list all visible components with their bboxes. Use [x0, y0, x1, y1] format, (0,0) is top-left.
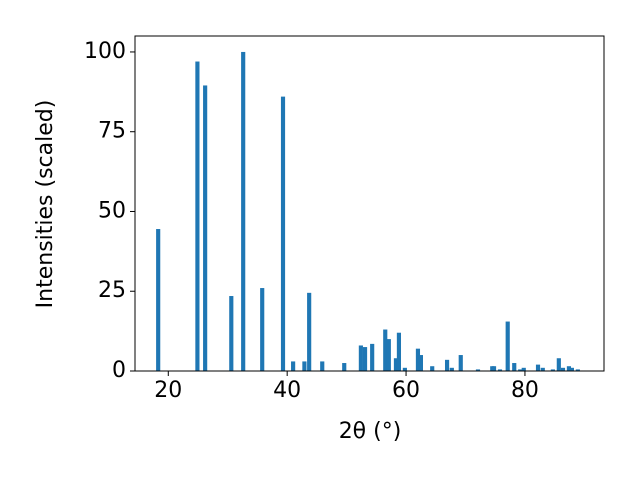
x-tick-label: 20: [154, 378, 182, 403]
bar: [307, 292, 312, 371]
bar: [518, 369, 523, 371]
bar: [550, 369, 555, 371]
bar: [444, 359, 450, 371]
bar: [475, 369, 481, 371]
bar: [358, 345, 363, 371]
bar: [291, 361, 296, 371]
bar: [497, 369, 503, 371]
bar: [229, 296, 234, 371]
bar: [535, 364, 541, 371]
bar: [386, 339, 391, 371]
x-axis-label: 2θ (°): [339, 419, 402, 444]
bar: [449, 367, 454, 371]
bar: [521, 367, 526, 371]
x-tick-label: 40: [273, 378, 301, 403]
y-tick-label: 50: [98, 198, 126, 223]
bar: [342, 363, 347, 371]
bar: [512, 363, 517, 371]
bar: [320, 361, 325, 371]
plot-frame: [134, 35, 605, 372]
bar: [280, 96, 286, 371]
bar: [302, 361, 307, 371]
bar: [556, 358, 561, 371]
bar: [362, 347, 368, 371]
bar: [560, 367, 566, 371]
x-tick-label: 60: [392, 378, 420, 403]
bar: [383, 329, 388, 371]
bar: [505, 321, 510, 371]
y-tick-label: 25: [98, 278, 126, 303]
y-tick-label: 0: [112, 358, 126, 383]
bar: [156, 229, 161, 371]
y-tick-label: 75: [98, 119, 126, 144]
bar: [458, 355, 463, 371]
bar: [566, 366, 572, 371]
bar: [575, 369, 580, 371]
bar: [402, 367, 407, 371]
bar: [415, 348, 421, 371]
bar: [195, 61, 200, 372]
bar: [569, 367, 574, 371]
y-axis-label: Intensities (scaled): [33, 100, 58, 309]
bar: [203, 85, 208, 371]
bar: [418, 355, 423, 371]
bar: [396, 332, 402, 371]
bar: [540, 367, 545, 371]
bar: [393, 358, 399, 371]
bar: [491, 366, 497, 371]
bar: [430, 366, 435, 371]
x-tick-label: 80: [511, 378, 539, 403]
bar: [241, 51, 246, 371]
bar: [260, 288, 265, 371]
bar: [370, 343, 375, 371]
y-tick-label: 100: [84, 39, 126, 64]
